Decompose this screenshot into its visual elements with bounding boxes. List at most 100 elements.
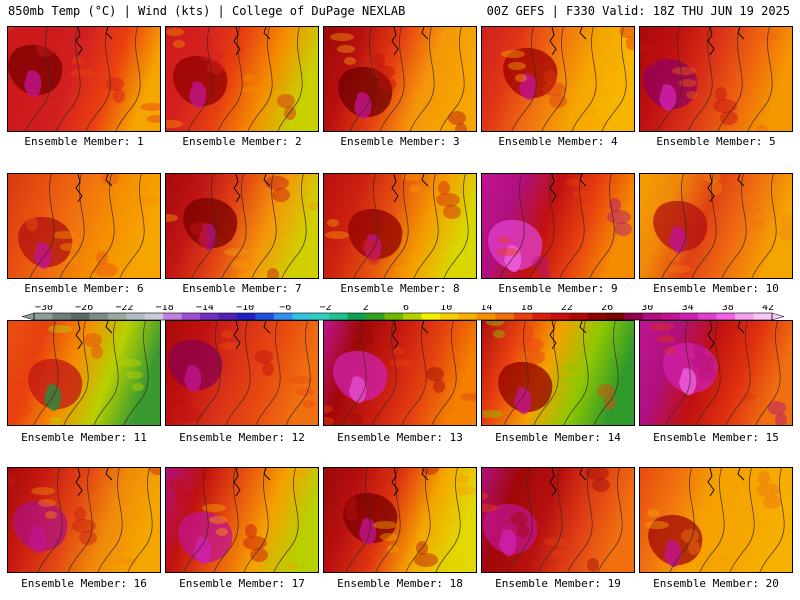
ensemble-map-12 (165, 320, 319, 426)
ensemble-map-4 (481, 26, 635, 132)
height-contours (37, 468, 153, 572)
height-contours (507, 468, 623, 572)
extreme-temperature-region (659, 84, 677, 112)
colorbar-swatch (89, 313, 109, 320)
member-caption: Ensemble Member: 13 (337, 431, 463, 444)
extreme-temperature-region (24, 70, 42, 98)
colorbar-swatch (513, 313, 533, 320)
colorbar-left-arrow (22, 312, 35, 321)
warm-core-region (663, 342, 718, 394)
warm-core-region (333, 350, 388, 402)
colorbar-swatch (439, 313, 459, 320)
member-caption: Ensemble Member: 17 (179, 577, 305, 590)
colorbar-label: −30 (35, 305, 53, 313)
colorbar-swatch (52, 313, 72, 320)
boundary-lines (391, 468, 429, 497)
member-caption: Ensemble Member: 10 (653, 282, 779, 295)
colorbar-swatch (236, 313, 256, 320)
ensemble-map-13 (323, 320, 477, 426)
member-caption: Ensemble Member: 18 (337, 577, 463, 590)
colorbar-label: 38 (722, 305, 734, 313)
colorbar-label: −2 (320, 305, 332, 313)
warm-core-region (173, 55, 228, 107)
colorbar-label: 18 (521, 305, 533, 313)
extreme-temperature-region (194, 537, 212, 565)
extreme-temperature-region (514, 387, 532, 415)
colorbar-label: −22 (115, 305, 133, 313)
warm-core-region (503, 47, 558, 99)
boundary-lines (233, 468, 271, 497)
ensemble-map-14 (481, 320, 635, 426)
member-caption: Ensemble Member: 6 (24, 282, 144, 295)
boundary-lines (75, 27, 113, 56)
colorbar-swatch (476, 313, 496, 320)
height-contours (341, 321, 457, 425)
colorbar-label: 42 (762, 305, 774, 313)
member-caption: Ensemble Member: 8 (340, 282, 460, 295)
map-title: 850mb Temp (°C) | Wind (kts) | College o… (8, 4, 406, 18)
temperature-colorbar: −30 −26 −22 −18 −14 −10 −6 −2 2 6 10 14 18 22 26 30 34 38… (22, 305, 784, 321)
colorbar-swatch (458, 313, 478, 320)
ensemble-map-17 (165, 467, 319, 573)
height-contours (353, 174, 469, 278)
height-contours (25, 27, 141, 131)
extreme-temperature-region (669, 226, 687, 254)
colorbar-swatch (605, 313, 625, 320)
colorbar-swatch (384, 313, 404, 320)
member-caption: Ensemble Member: 19 (495, 577, 621, 590)
colorbar-label: −6 (279, 305, 291, 313)
member-caption: Ensemble Member: 12 (179, 431, 305, 444)
colorbar-swatch (347, 313, 367, 320)
colorbar-swatch (310, 313, 330, 320)
warm-core-region (488, 219, 543, 271)
extreme-temperature-region (34, 242, 52, 270)
boundary-lines (391, 27, 429, 56)
member-caption: Ensemble Member: 2 (182, 135, 302, 148)
warm-core-region (348, 208, 403, 260)
colorbar-label: −18 (156, 305, 174, 313)
valid-time: 00Z GEFS | F330 Valid: 18Z THU JUN 19 20… (486, 4, 790, 18)
extreme-temperature-region (519, 73, 537, 101)
warm-core-region (178, 511, 233, 563)
warm-core-region (643, 58, 698, 110)
warm-core-region (648, 514, 703, 566)
height-contours (345, 468, 461, 572)
height-contours (191, 174, 307, 278)
extreme-temperature-region (349, 376, 367, 404)
colorbar-swatch (126, 313, 145, 320)
height-contours (503, 321, 619, 425)
extreme-temperature-region (184, 365, 202, 393)
member-caption: Ensemble Member: 7 (182, 282, 302, 295)
colorbar-swatch (34, 313, 53, 320)
colorbar-label: 2 (363, 305, 369, 313)
colorbar-swatch (421, 313, 441, 320)
colorbar-label: −26 (75, 305, 93, 313)
ensemble-map-7 (165, 173, 319, 279)
warm-core-region (28, 358, 83, 410)
boundary-lines (391, 321, 429, 350)
member-caption: Ensemble Member: 15 (653, 431, 779, 444)
colorbar-swatch (366, 313, 385, 320)
colorbar-label: −10 (236, 305, 254, 313)
height-contours (499, 174, 615, 278)
height-contours (187, 27, 303, 131)
colorbar-label: 6 (403, 305, 409, 313)
colorbar-swatch (181, 313, 201, 320)
colorbar-swatch (532, 313, 551, 320)
member-caption: Ensemble Member: 20 (653, 577, 779, 590)
ensemble-map-9 (481, 173, 635, 279)
member-caption: Ensemble Member: 9 (498, 282, 618, 295)
boundary-lines (233, 321, 271, 350)
colorbar-swatch (273, 313, 293, 320)
ensemble-map-18 (323, 467, 477, 573)
warm-core-region (8, 44, 63, 96)
colorbar-swatch (679, 313, 699, 320)
warm-core-region (168, 339, 223, 391)
member-caption: Ensemble Member: 11 (21, 431, 147, 444)
colorbar-swatch (753, 313, 773, 320)
colorbar-swatch (587, 313, 607, 320)
colorbar-label: −14 (196, 305, 214, 313)
ensemble-map-3 (323, 26, 477, 132)
warm-core-region (483, 503, 538, 555)
member-caption: Ensemble Member: 16 (21, 577, 147, 590)
